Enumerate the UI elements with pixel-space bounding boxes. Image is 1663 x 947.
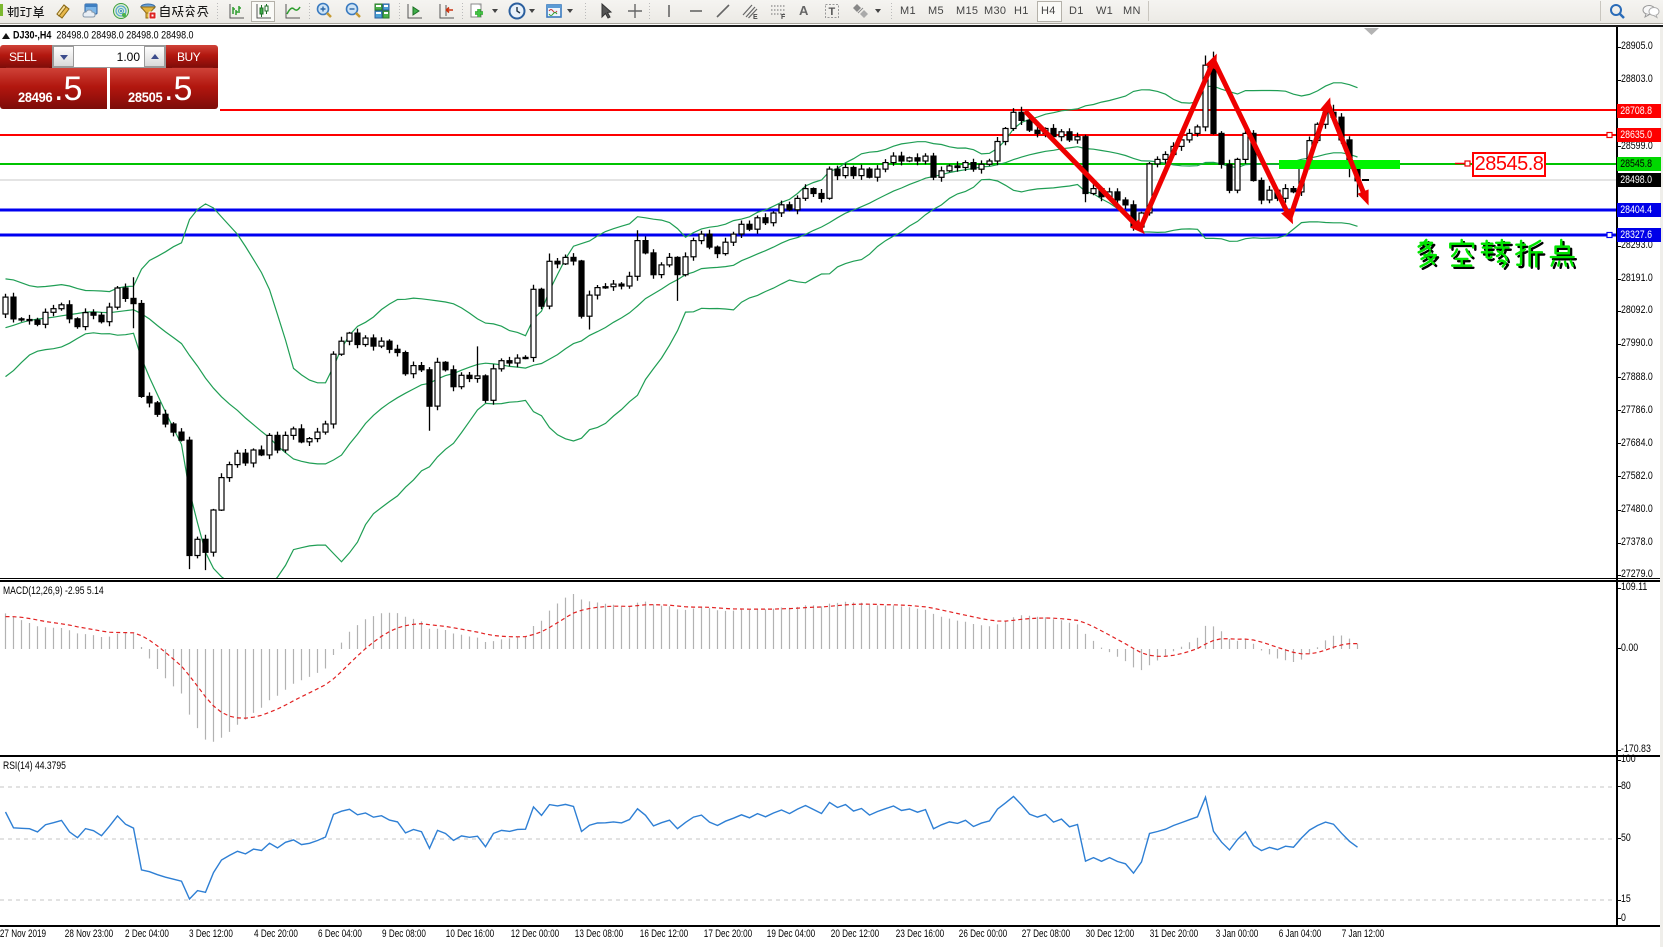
- svg-text:T: T: [829, 6, 836, 18]
- svg-text:F: F: [781, 14, 786, 20]
- svg-text:E: E: [753, 14, 758, 20]
